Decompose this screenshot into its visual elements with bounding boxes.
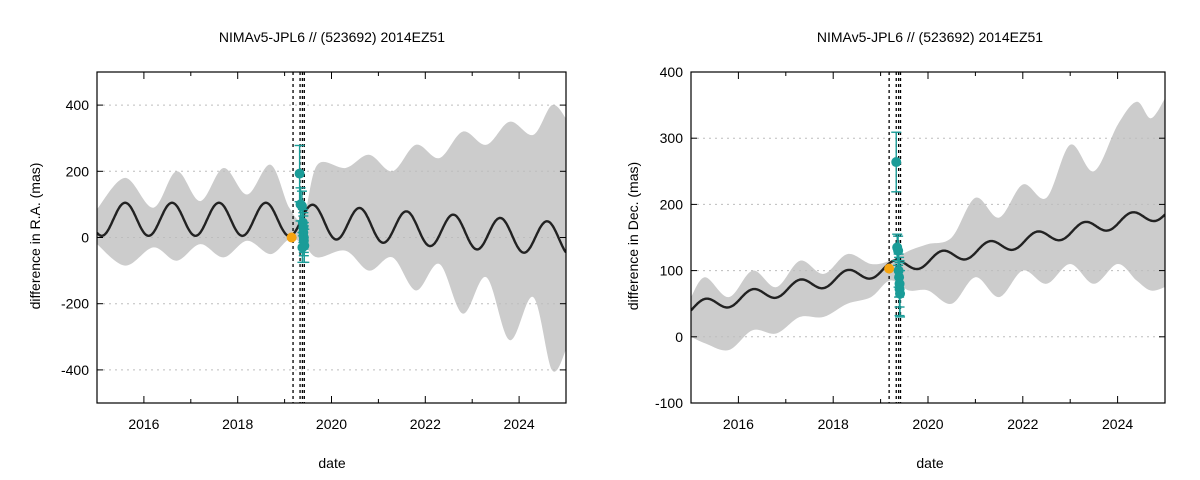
left-plot-area bbox=[97, 72, 566, 403]
right-y-tick-label: 200 bbox=[660, 196, 684, 212]
left-x-tick-label: 2020 bbox=[316, 416, 347, 432]
left-x-tick-label: 2016 bbox=[128, 416, 159, 432]
left-y-axis-label: difference in R.A. (mas) bbox=[27, 163, 43, 310]
right-y-tick-label: 300 bbox=[660, 130, 684, 146]
right-x-tick-label: 2022 bbox=[1007, 416, 1038, 432]
right-y-tick-label: 100 bbox=[660, 263, 684, 279]
right-model-curve bbox=[691, 211, 1165, 312]
right-plot-area bbox=[691, 72, 1165, 403]
right-x-tick-label: 2020 bbox=[912, 416, 943, 432]
left-observation-point bbox=[294, 144, 305, 203]
right-chart-title: NIMAv5-JPL6 // (523692) 2014EZ51 bbox=[817, 29, 1043, 45]
left-chart-title: NIMAv5-JPL6 // (523692) 2014EZ51 bbox=[219, 29, 445, 45]
right-x-axis-label: date bbox=[916, 455, 943, 471]
left-y-tick-label: 200 bbox=[66, 163, 90, 179]
right-reference-point bbox=[884, 263, 895, 274]
right-observation-point bbox=[895, 269, 906, 318]
left-x-tick-label: 2022 bbox=[410, 416, 441, 432]
right-y-tick-label: 0 bbox=[675, 329, 683, 345]
left-uncertainty-band bbox=[97, 104, 566, 372]
left-reference-point bbox=[286, 232, 297, 243]
right-observation-point bbox=[891, 131, 902, 193]
left-x-axis-label: date bbox=[318, 455, 345, 471]
right-y-axis-label: difference in Dec. (mas) bbox=[625, 162, 641, 310]
right-chart-dec: -100 0 100 200 300 400 2016 2018 2020 2022 2024 bbox=[655, 64, 1166, 432]
right-uncertainty-band bbox=[691, 98, 1165, 351]
left-y-tick-label: 0 bbox=[81, 230, 89, 246]
left-y-tick-label: -200 bbox=[61, 296, 89, 312]
right-y-tick-label: -100 bbox=[655, 395, 683, 411]
left-y-tick-label: 400 bbox=[66, 97, 90, 113]
right-x-tick-label: 2018 bbox=[818, 416, 849, 432]
right-x-tick-label: 2016 bbox=[723, 416, 754, 432]
left-y-tick-label: -400 bbox=[61, 362, 89, 378]
left-x-tick-label: 2024 bbox=[504, 416, 535, 432]
left-x-tick-label: 2018 bbox=[222, 416, 253, 432]
left-chart-ra: -400 -200 0 200 400 2016 2018 2020 2022 2024 bbox=[61, 71, 567, 432]
right-y-tick-label: 400 bbox=[660, 64, 684, 80]
right-x-tick-label: 2024 bbox=[1102, 416, 1133, 432]
right-observation-point bbox=[893, 235, 904, 267]
left-model-curve bbox=[97, 201, 566, 254]
left-observation-point bbox=[297, 231, 308, 264]
